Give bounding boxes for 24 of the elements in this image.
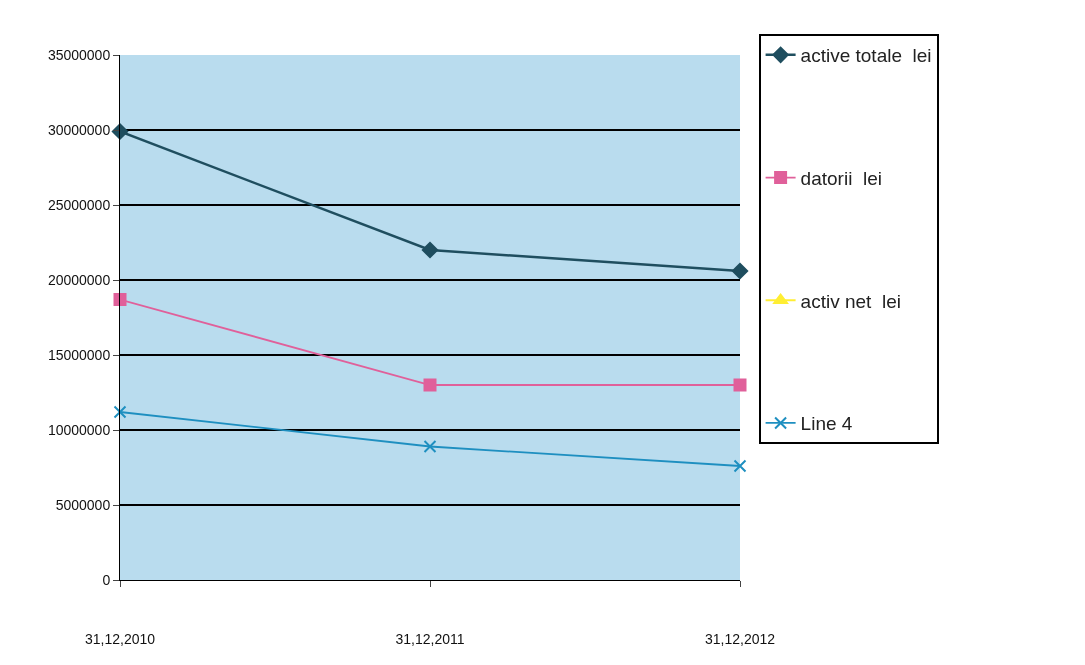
x-tick-label: 31,12,2011 [395,630,465,647]
point [113,405,127,419]
y-tick-label: 25000000 [47,196,111,213]
point [423,378,437,392]
point [733,378,747,392]
legend-label: active totale lei [800,45,932,67]
y-tick-label: 5000000 [55,496,111,513]
point [423,440,437,453]
y-tick-label: 10000000 [47,421,111,438]
point [113,293,127,306]
legend-label: activ net lei [800,290,901,312]
legend-label: Line 4 [800,413,853,435]
y-tick-label: 35000000 [47,46,111,63]
y-tick-label: 30000000 [47,121,111,138]
y-tick-label: 20000000 [47,271,111,288]
legend-label: datorii lei [800,167,882,189]
y-tick-label: 0 [102,571,111,588]
y-tick-label: 15000000 [47,346,111,363]
point [733,459,747,473]
x-tick-label: 31,12,2012 [704,630,776,647]
point [421,241,439,259]
x-tick-label: 31,12,2010 [84,630,156,647]
point [111,123,129,140]
point [731,262,749,280]
